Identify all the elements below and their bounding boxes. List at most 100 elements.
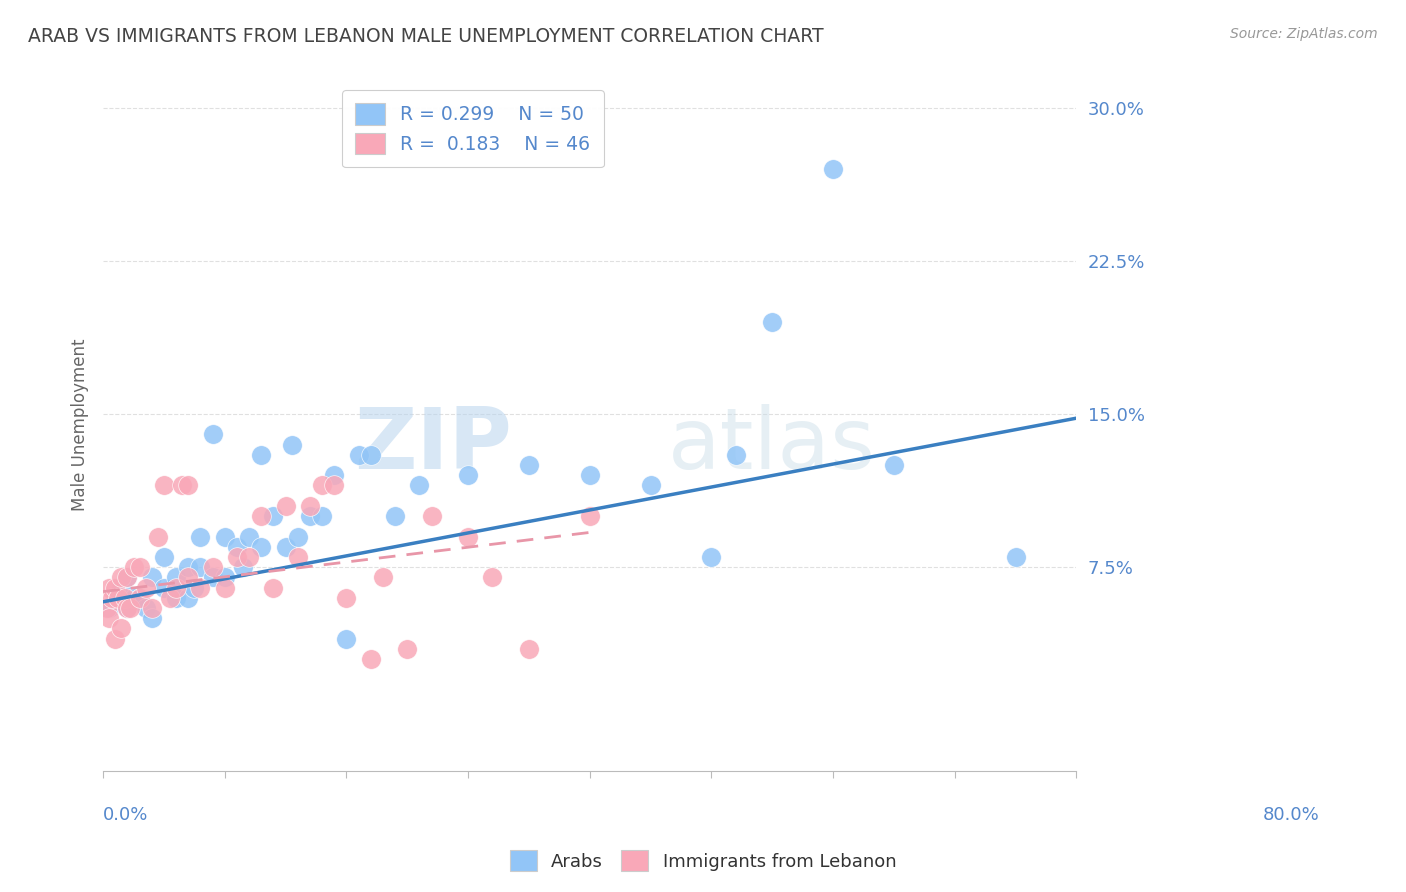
Point: [724, 448, 747, 462]
Point: [250, 509, 273, 524]
Point: [122, 560, 145, 574]
Point: [640, 478, 662, 492]
Point: [128, 560, 150, 574]
Point: [578, 509, 600, 524]
Point: [226, 549, 249, 564]
Text: ZIP: ZIP: [354, 403, 512, 487]
Point: [177, 560, 200, 574]
Point: [153, 478, 176, 492]
Point: [165, 570, 187, 584]
Point: [347, 448, 370, 462]
Point: [360, 652, 382, 666]
Point: [96, 601, 118, 615]
Point: [141, 601, 163, 615]
Point: [517, 641, 540, 656]
Point: [110, 570, 132, 584]
Point: [110, 581, 132, 595]
Point: [110, 621, 132, 635]
Point: [214, 581, 236, 595]
Point: [238, 529, 260, 543]
Point: [298, 509, 321, 524]
Y-axis label: Male Unemployment: Male Unemployment: [72, 338, 89, 510]
Point: [396, 641, 419, 656]
Point: [226, 540, 249, 554]
Text: atlas: atlas: [668, 403, 876, 487]
Point: [214, 570, 236, 584]
Point: [104, 591, 127, 605]
Point: [280, 438, 302, 452]
Point: [250, 448, 273, 462]
Point: [118, 601, 141, 615]
Point: [177, 478, 200, 492]
Legend: Arabs, Immigrants from Lebanon: Arabs, Immigrants from Lebanon: [502, 843, 904, 879]
Point: [159, 591, 181, 605]
Point: [114, 591, 136, 605]
Point: [190, 529, 212, 543]
Point: [384, 509, 406, 524]
Text: 80.0%: 80.0%: [1263, 805, 1320, 824]
Point: [165, 591, 187, 605]
Point: [153, 581, 176, 595]
Point: [262, 509, 284, 524]
Point: [122, 591, 145, 605]
Point: [274, 540, 297, 554]
Point: [883, 458, 905, 472]
Point: [232, 560, 254, 574]
Point: [183, 581, 205, 595]
Point: [177, 570, 200, 584]
Point: [117, 570, 139, 584]
Point: [1004, 549, 1026, 564]
Point: [323, 468, 346, 483]
Point: [177, 591, 200, 605]
Text: 0.0%: 0.0%: [103, 805, 149, 824]
Point: [117, 570, 139, 584]
Point: [481, 570, 503, 584]
Point: [360, 448, 382, 462]
Point: [311, 478, 333, 492]
Point: [371, 570, 394, 584]
Point: [146, 529, 169, 543]
Point: [517, 458, 540, 472]
Point: [578, 468, 600, 483]
Point: [408, 478, 430, 492]
Point: [190, 560, 212, 574]
Point: [98, 611, 121, 625]
Point: [823, 162, 845, 177]
Point: [298, 499, 321, 513]
Point: [98, 601, 121, 615]
Point: [104, 632, 127, 646]
Point: [201, 427, 224, 442]
Point: [287, 549, 309, 564]
Point: [100, 591, 122, 605]
Point: [335, 632, 357, 646]
Text: ARAB VS IMMIGRANTS FROM LEBANON MALE UNEMPLOYMENT CORRELATION CHART: ARAB VS IMMIGRANTS FROM LEBANON MALE UNE…: [28, 27, 824, 45]
Point: [287, 529, 309, 543]
Point: [165, 581, 187, 595]
Point: [262, 581, 284, 595]
Point: [172, 478, 194, 492]
Legend: R = 0.299    N = 50, R =  0.183    N = 46: R = 0.299 N = 50, R = 0.183 N = 46: [342, 90, 603, 168]
Point: [135, 581, 157, 595]
Point: [323, 478, 346, 492]
Point: [107, 591, 129, 605]
Point: [141, 570, 163, 584]
Point: [117, 601, 139, 615]
Point: [420, 509, 443, 524]
Point: [700, 549, 723, 564]
Point: [274, 499, 297, 513]
Point: [335, 591, 357, 605]
Point: [190, 581, 212, 595]
Point: [201, 560, 224, 574]
Point: [250, 540, 273, 554]
Point: [457, 529, 479, 543]
Point: [457, 468, 479, 483]
Point: [238, 549, 260, 564]
Point: [128, 591, 150, 605]
Point: [128, 591, 150, 605]
Point: [214, 529, 236, 543]
Point: [141, 611, 163, 625]
Point: [311, 509, 333, 524]
Text: Source: ZipAtlas.com: Source: ZipAtlas.com: [1230, 27, 1378, 41]
Point: [104, 581, 127, 595]
Point: [117, 601, 139, 615]
